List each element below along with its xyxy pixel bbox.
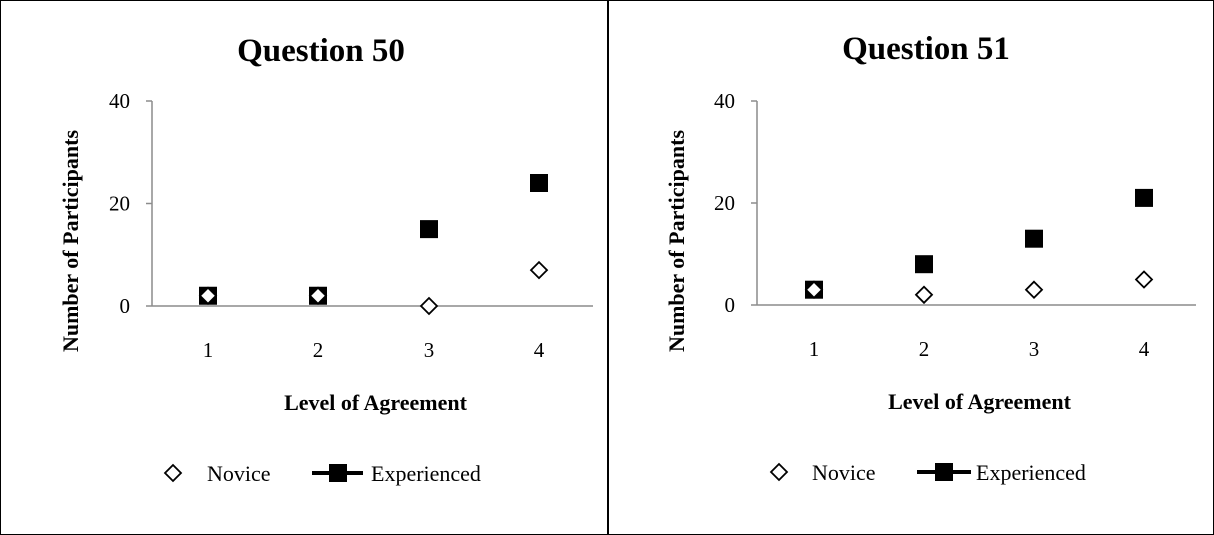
experienced-point	[530, 174, 548, 192]
x-tick-label: 3	[424, 338, 435, 362]
chart-body: Question 50 0 20 40 1 2 3 4 Number of Participan…	[58, 33, 593, 486]
legend-novice-label: Novice	[207, 461, 271, 486]
y-tick-label: 20	[109, 192, 130, 216]
chart-title: Question 50	[237, 33, 405, 69]
x-tick-label: 1	[809, 337, 820, 361]
legend-novice-marker	[163, 463, 183, 483]
y-tick-label: 40	[109, 89, 130, 113]
x-tick-label: 3	[1029, 337, 1040, 361]
novice-point	[804, 280, 824, 299]
legend-novice-marker	[769, 462, 789, 482]
legend-experienced-marker	[935, 463, 953, 481]
experienced-point	[1135, 188, 1153, 207]
chart-panel-right: Question 51 0 20 40 1 2 3 4 Number of Participan…	[607, 1, 1213, 534]
chart-question-50: Question 50 0 20 40 1 2 3 4 Number of Participan…	[58, 33, 593, 486]
novice-point	[914, 285, 934, 305]
x-axis-label: Level of Agreement	[888, 389, 1072, 414]
novice-point	[529, 260, 549, 280]
chart-body: Question 51 0 20 40 1 2 3 4 Number of Participan…	[664, 31, 1196, 485]
chart-question-51: Question 51 0 20 40 1 2 3 4 Number of Participan…	[664, 31, 1196, 485]
novice-point	[308, 286, 328, 306]
novice-point	[198, 286, 218, 306]
legend-experienced-marker	[329, 464, 347, 482]
legend-novice-label: Novice	[812, 460, 876, 485]
x-tick-label: 4	[534, 338, 545, 362]
legend-experienced-label: Experienced	[371, 461, 481, 486]
y-tick-label: 40	[714, 89, 735, 113]
y-axis-label: Number of Participants	[58, 130, 83, 352]
experienced-point	[420, 220, 438, 239]
experienced-point	[915, 255, 933, 274]
legend-experienced-label: Experienced	[976, 460, 1086, 485]
novice-point	[419, 296, 439, 316]
chart-panel-left: Question 50 0 20 40 1 2 3 4 Number of Participan…	[1, 1, 607, 534]
x-tick-label: 2	[313, 338, 324, 362]
novice-point	[1134, 270, 1154, 289]
y-tick-label: 20	[714, 191, 735, 215]
x-tick-label: 4	[1139, 337, 1150, 361]
x-axis-label: Level of Agreement	[284, 390, 468, 415]
y-axis-label: Number of Participants	[664, 130, 689, 352]
experienced-point	[1025, 229, 1043, 248]
x-tick-label: 2	[919, 337, 930, 361]
chart-title: Question 51	[842, 31, 1010, 67]
y-tick-label: 0	[725, 293, 736, 317]
x-tick-label: 1	[203, 338, 214, 362]
y-tick-label: 0	[120, 294, 131, 318]
novice-point	[1024, 280, 1044, 299]
